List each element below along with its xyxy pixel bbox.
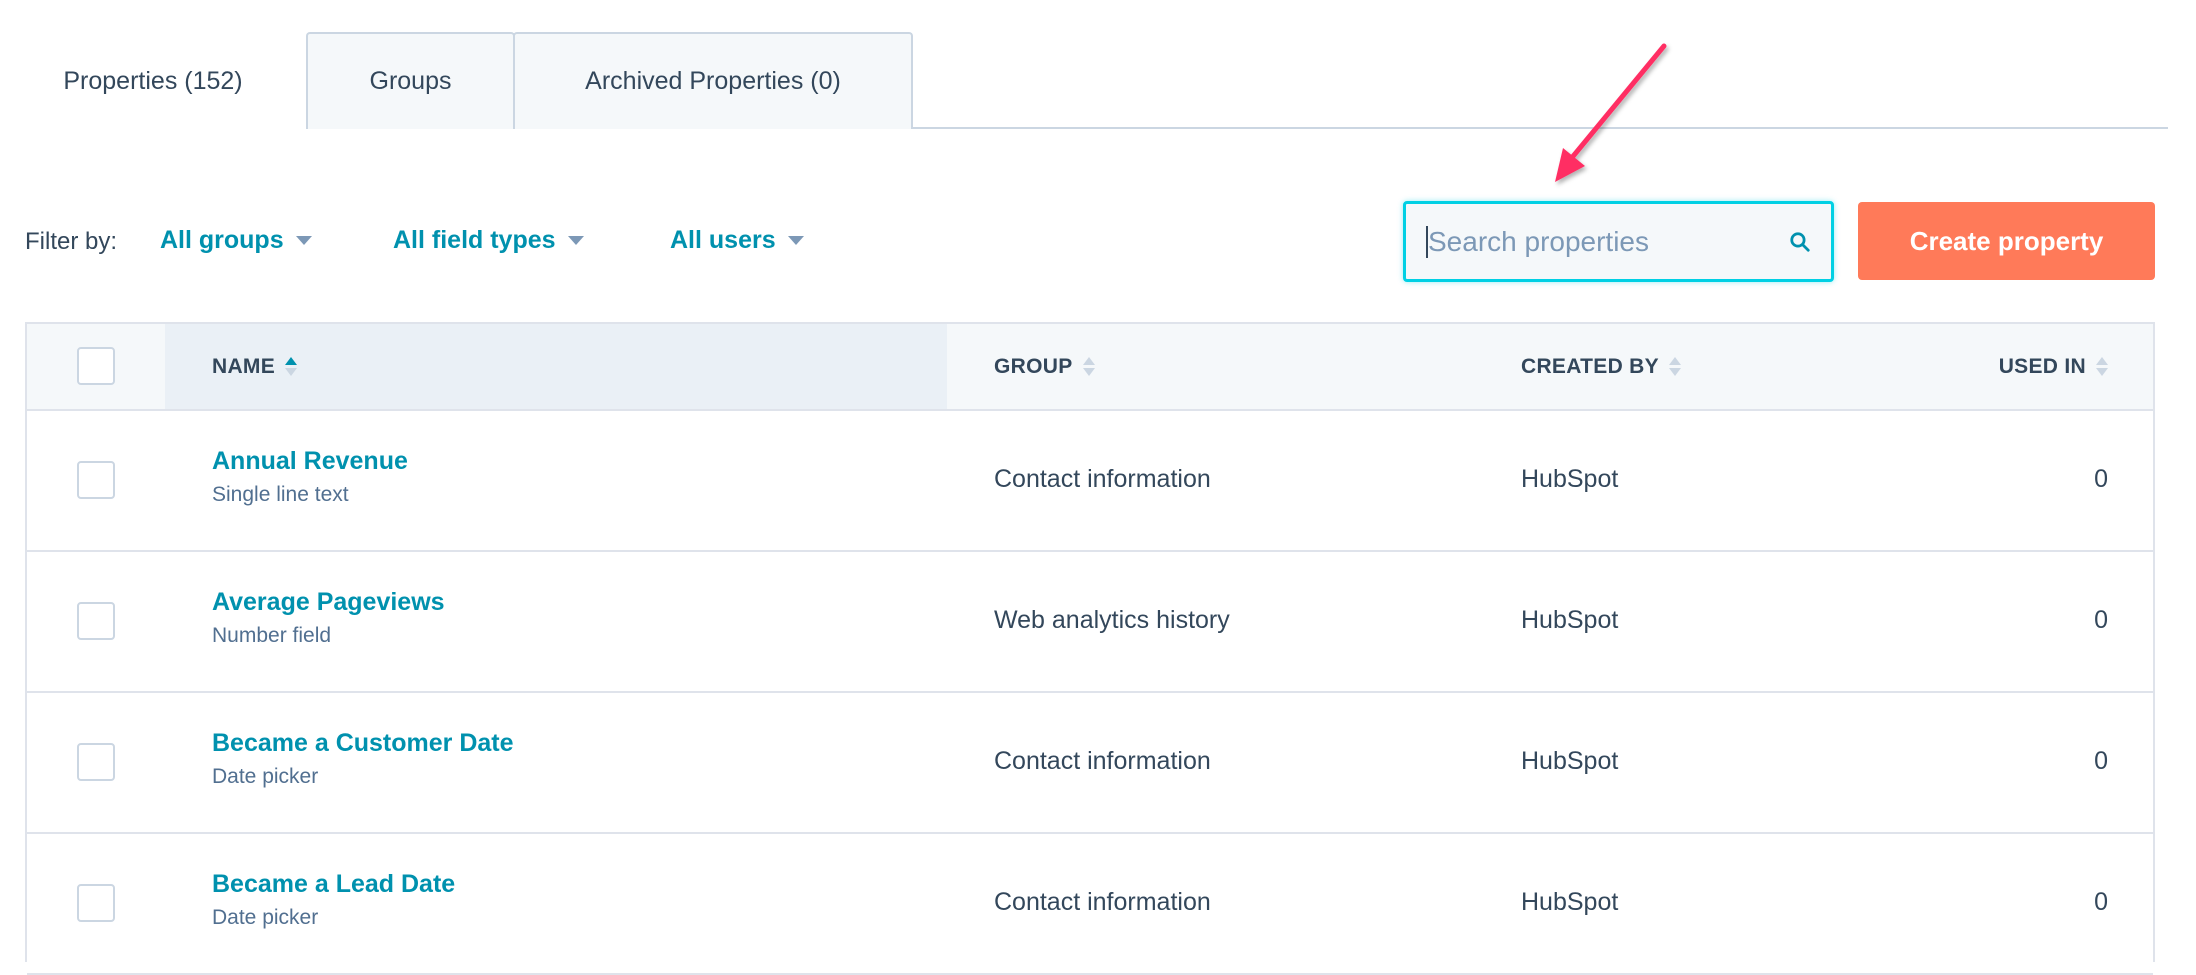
row-checkbox[interactable] bbox=[77, 884, 115, 922]
filter-bar: Filter by: bbox=[25, 222, 117, 262]
tab-archived-properties[interactable]: Archived Properties (0) bbox=[513, 32, 913, 129]
filter-groups-dropdown[interactable]: All groups bbox=[160, 226, 312, 255]
tab-bar: Properties (152) Groups Archived Propert… bbox=[0, 32, 2168, 131]
filter-field-types-dropdown[interactable]: All field types bbox=[393, 226, 584, 255]
sort-icon bbox=[2096, 357, 2108, 376]
sort-icon bbox=[1668, 357, 1681, 376]
filter-users-label: All users bbox=[670, 226, 776, 254]
filter-users-dropdown[interactable]: All users bbox=[670, 226, 804, 255]
property-group: Web analytics history bbox=[994, 606, 1230, 634]
property-type: Date picker bbox=[212, 765, 319, 788]
sort-ascending-icon bbox=[285, 357, 298, 376]
property-name-link[interactable]: Became a Lead Date bbox=[212, 870, 456, 898]
tab-properties[interactable]: Properties (152) bbox=[0, 32, 306, 131]
table-row: Average Pageviews Number field Web analy… bbox=[27, 552, 2153, 693]
property-created-by: HubSpot bbox=[1521, 888, 1619, 916]
caret-down-icon bbox=[787, 236, 804, 245]
column-header-group[interactable]: GROUP bbox=[994, 324, 1095, 409]
properties-table: NAME GROUP CREATED BY USED IN Annual Rev… bbox=[25, 322, 2155, 975]
property-name-link[interactable]: Annual Revenue bbox=[212, 447, 408, 475]
property-created-by: HubSpot bbox=[1521, 465, 1619, 493]
property-name-link[interactable]: Became a Customer Date bbox=[212, 729, 514, 757]
caret-down-icon bbox=[295, 236, 312, 245]
column-header-name[interactable]: NAME bbox=[212, 324, 298, 409]
property-type: Number field bbox=[212, 624, 332, 647]
column-header-used-in[interactable]: USED IN bbox=[1999, 324, 2108, 409]
property-used-in: 0 bbox=[2094, 747, 2108, 775]
column-header-used-in-label: USED IN bbox=[1998, 354, 2086, 378]
search-box[interactable] bbox=[1403, 201, 1834, 282]
property-name-link[interactable]: Average Pageviews bbox=[212, 588, 445, 616]
property-used-in: 0 bbox=[2094, 465, 2108, 493]
property-used-in: 0 bbox=[2094, 606, 2108, 634]
property-type: Single line text bbox=[212, 483, 349, 506]
filter-field-types-label: All field types bbox=[393, 226, 556, 254]
table-row: Annual Revenue Single line text Contact … bbox=[27, 411, 2153, 552]
property-group: Contact information bbox=[994, 747, 1211, 775]
row-checkbox[interactable] bbox=[77, 743, 115, 781]
tab-groups[interactable]: Groups bbox=[306, 32, 515, 129]
search-input[interactable] bbox=[1426, 225, 1789, 258]
filter-groups-label: All groups bbox=[160, 226, 284, 254]
column-header-name-label: NAME bbox=[212, 354, 276, 378]
property-group: Contact information bbox=[994, 465, 1211, 493]
property-created-by: HubSpot bbox=[1521, 606, 1619, 634]
table-row: Became a Lead Date Date picker Contact i… bbox=[27, 834, 2153, 975]
row-checkbox[interactable] bbox=[77, 461, 115, 499]
create-property-button[interactable]: Create property bbox=[1858, 202, 2155, 280]
sort-icon bbox=[1082, 357, 1095, 376]
property-type: Date picker bbox=[212, 906, 319, 929]
property-group: Contact information bbox=[994, 888, 1211, 916]
table-header: NAME GROUP CREATED BY USED IN bbox=[27, 324, 2153, 411]
property-created-by: HubSpot bbox=[1521, 747, 1619, 775]
select-all-checkbox[interactable] bbox=[77, 347, 115, 385]
column-header-created-by-label: CREATED BY bbox=[1521, 354, 1659, 378]
table-row: Became a Customer Date Date picker Conta… bbox=[27, 693, 2153, 834]
property-used-in: 0 bbox=[2094, 888, 2108, 916]
column-header-created-by[interactable]: CREATED BY bbox=[1521, 324, 1681, 409]
row-checkbox[interactable] bbox=[77, 602, 115, 640]
caret-down-icon bbox=[567, 236, 584, 245]
column-header-group-label: GROUP bbox=[994, 354, 1073, 378]
filter-label: Filter by: bbox=[25, 228, 118, 255]
search-icon[interactable] bbox=[1789, 226, 1811, 258]
